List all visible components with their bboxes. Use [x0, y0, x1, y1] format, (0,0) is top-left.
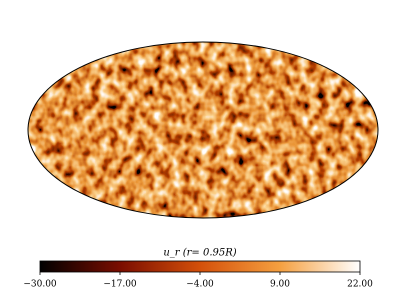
colorbar-tick-label: −4.00	[186, 280, 214, 290]
map-outline	[27, 41, 379, 219]
colorbar-tick-label: −17.00	[103, 280, 137, 290]
map-field	[28, 42, 378, 218]
colorbar	[39, 260, 361, 273]
colorbar-label: u_r (r= 0.95R)	[163, 248, 236, 259]
colorbar-tick-label: −30.00	[23, 280, 57, 290]
colorbar-tick-label: 9.00	[270, 280, 290, 290]
field-texture	[28, 42, 378, 218]
colorbar-tick-label: 22.00	[347, 280, 373, 290]
